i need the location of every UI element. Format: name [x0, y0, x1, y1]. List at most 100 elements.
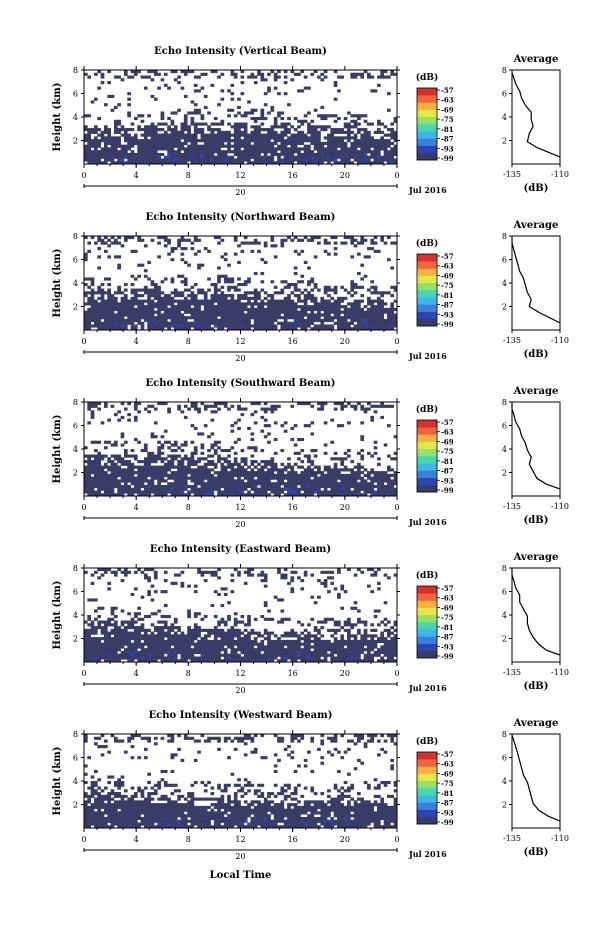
heatmap-cell	[303, 114, 308, 118]
heatmap-cell	[127, 645, 131, 649]
heatmap-cell	[130, 617, 135, 621]
heatmap-cell	[297, 482, 301, 486]
heatmap-cell	[253, 402, 258, 406]
colorbar-tick-label: -63	[441, 428, 454, 437]
heatmap-cell	[263, 465, 268, 469]
heatmap-cell	[197, 152, 201, 157]
heatmap-cell	[110, 479, 115, 483]
heatmap-cell	[163, 648, 168, 652]
heatmap-cell	[350, 72, 355, 76]
colorbar-segment	[417, 434, 437, 442]
heatmap-cell	[173, 310, 178, 314]
heatmap-cell	[203, 291, 208, 295]
heatmap-cell	[163, 645, 168, 649]
heatmap-cell	[113, 631, 118, 635]
heatmap-cell	[123, 324, 128, 328]
heatmap-cell	[267, 141, 271, 145]
heatmap-cell	[97, 482, 101, 486]
heatmap-cell	[127, 152, 131, 157]
heatmap-cell	[380, 136, 385, 140]
colorbar-tick-label: -75	[441, 447, 454, 456]
heatmap-cell	[117, 241, 121, 245]
heatmap-cell	[380, 490, 385, 494]
heatmap-cell	[380, 321, 385, 325]
heatmap-cell	[390, 72, 395, 76]
heatmap-cell	[187, 130, 191, 134]
heatmap-cell	[180, 484, 185, 489]
heatmap-cell	[140, 449, 145, 453]
heatmap-cell	[380, 313, 385, 317]
heatmap-cell	[84, 277, 88, 281]
heatmap-cell	[273, 255, 278, 259]
heatmap-cell	[270, 128, 275, 132]
heatmap-cell	[393, 144, 398, 148]
heatmap-cell	[183, 114, 188, 118]
heatmap-cell	[210, 473, 215, 477]
heatmap-cell	[90, 141, 95, 145]
heatmap-cell	[327, 484, 331, 489]
heatmap-cell	[130, 465, 135, 469]
heatmap-cell	[213, 161, 218, 165]
heatmap-cell	[190, 468, 195, 472]
heatmap-cell	[317, 139, 321, 143]
heatmap-cell	[193, 460, 198, 464]
heatmap-cell	[313, 324, 318, 328]
heatmap-cell	[133, 454, 138, 458]
heatmap-cell	[367, 144, 371, 148]
heatmap-cell	[173, 471, 178, 475]
panel-title: Echo Intensity (Vertical Beam)	[154, 46, 327, 57]
heatmap-cell	[150, 460, 155, 464]
heatmap-cell	[343, 288, 348, 292]
heatmap-cell	[327, 479, 331, 483]
heatmap-cell	[160, 114, 165, 118]
heatmap-cell	[193, 487, 198, 491]
heatmap-cell	[177, 324, 181, 328]
heatmap-cell	[110, 639, 115, 643]
heatmap-cell	[187, 490, 191, 494]
heatmap-cell	[157, 449, 161, 453]
heatmap-cell	[297, 473, 301, 477]
heatmap-cell	[217, 136, 221, 140]
heatmap-cell	[120, 623, 125, 627]
heatmap-cell	[237, 479, 241, 483]
heatmap-cell	[157, 482, 161, 486]
heatmap-cell	[117, 161, 121, 165]
heatmap-cell	[227, 316, 231, 320]
heatmap-cell	[320, 493, 325, 497]
heatmap-cell	[253, 313, 258, 317]
heatmap-cell	[287, 285, 291, 289]
heatmap-cell	[163, 158, 168, 162]
heatmap-cell	[113, 161, 118, 165]
heatmap-cell	[280, 471, 285, 475]
heatmap-cell	[210, 150, 215, 154]
heatmap-cell	[84, 133, 88, 137]
x-tick-label: 4	[134, 171, 139, 180]
heatmap-cell	[197, 634, 201, 638]
heatmap-cell	[363, 141, 368, 145]
heatmap-cell	[200, 86, 205, 90]
heatmap-cell	[227, 299, 231, 303]
heatmap-cell	[290, 404, 295, 408]
heatmap-cell	[110, 628, 115, 632]
heatmap-cell	[147, 650, 151, 655]
heatmap-cell	[203, 147, 208, 151]
heatmap-cell	[327, 468, 331, 472]
heatmap-cell	[143, 316, 148, 320]
heatmap-cell	[117, 158, 121, 162]
heatmap-cell	[84, 291, 88, 295]
heatmap-cell	[313, 161, 318, 165]
heatmap-cell	[107, 238, 111, 242]
heatmap-cell	[270, 316, 275, 320]
heatmap-cell	[153, 490, 158, 494]
heatmap-cell	[117, 454, 121, 458]
heatmap-cell	[163, 238, 168, 242]
heatmap-cell	[217, 296, 221, 300]
heatmap-cell	[147, 490, 151, 494]
heatmap-cell	[163, 457, 168, 461]
heatmap-cell	[163, 136, 168, 140]
heatmap-cell	[87, 407, 92, 411]
heatmap-cell	[90, 581, 95, 585]
heatmap-cell	[140, 642, 145, 646]
heatmap-cell	[243, 487, 248, 491]
heatmap-cell	[240, 161, 245, 165]
